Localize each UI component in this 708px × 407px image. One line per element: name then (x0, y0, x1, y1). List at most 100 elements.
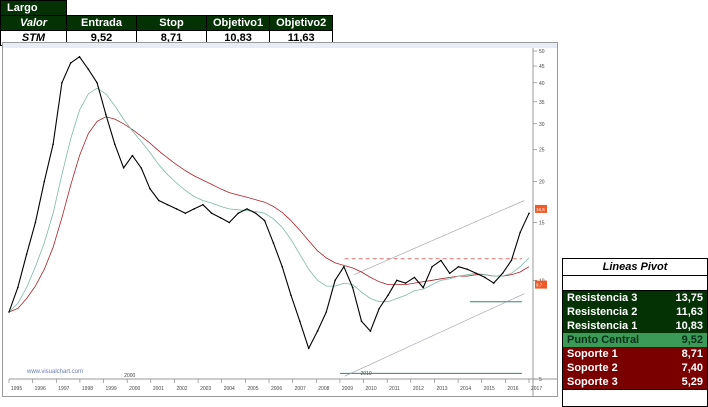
channel-upper (353, 200, 525, 275)
price-point (114, 143, 116, 145)
y-tick-label: 25 (539, 148, 545, 154)
col-entrada: Entrada (66, 15, 137, 31)
price-point (457, 265, 460, 268)
pivot-value: 13,75 (675, 292, 703, 304)
price-point (510, 259, 513, 262)
price-point (237, 212, 239, 215)
price-point (210, 212, 213, 215)
pivot-value: 9,52 (681, 334, 703, 346)
x-tick-label: 2006 (271, 386, 282, 392)
price-point (484, 276, 486, 279)
x-tick-label: 1999 (106, 386, 117, 392)
price-point (431, 265, 433, 268)
pivot-row-resistencia-2: Resistencia 2 11,63 (563, 305, 707, 319)
x-tick-label: 1998 (82, 386, 93, 392)
pivot-value: 11,63 (676, 306, 703, 318)
price-point (184, 212, 187, 215)
price-point (307, 347, 310, 350)
pivot-footer (563, 389, 707, 406)
price-point (466, 268, 469, 271)
price-tag (535, 204, 547, 213)
price-point (246, 208, 248, 210)
y-tick-label: 20 (539, 180, 545, 186)
price-point (440, 259, 442, 262)
price-point (501, 272, 504, 275)
pivot-value: 8,71 (681, 348, 703, 360)
ma-short-series (8, 87, 530, 313)
year-note: 2000 (124, 373, 135, 379)
price-point (281, 265, 284, 268)
col-objetivo1: Objetivo1 (205, 15, 271, 31)
x-tick-label: 2009 (342, 386, 353, 392)
trade-table: Largo Valor Entrada Stop Objetivo1 Objet… (0, 0, 334, 46)
price-point (166, 203, 169, 206)
price-point (422, 286, 425, 289)
price-point (8, 311, 10, 313)
price-chart[interactable]: 1995 1996 1997 1998 1999 2000 2001 2002 2003 2004… (2, 42, 558, 397)
x-tick-label: 2001 (153, 386, 164, 392)
x-tick-label: 1997 (58, 386, 69, 392)
watermark: www.visualchart.com (26, 369, 83, 375)
price-point (61, 82, 63, 84)
price-point (43, 180, 46, 183)
pivot-value: 10,83 (675, 320, 703, 332)
x-tick-label: 2011 (389, 386, 400, 392)
price-point (343, 265, 345, 268)
pivot-title: Lineas Pivot (563, 259, 707, 276)
pivot-row-soporte-1: Soporte 1 8,71 (563, 347, 707, 361)
price-series (8, 56, 530, 349)
x-tick-label: 1995 (11, 386, 22, 392)
pivot-value: 5,29 (681, 376, 703, 388)
pivot-row-resistencia-1: Resistencia 1 10,83 (563, 319, 707, 333)
price-point (25, 253, 28, 256)
price-point (149, 188, 151, 190)
price-point (193, 208, 195, 210)
price-point (299, 320, 301, 323)
col-valor: Valor (0, 15, 67, 31)
pivot-row-resistencia-3: Resistencia 3 13,75 (563, 291, 707, 305)
price-point (290, 294, 292, 297)
price-point (334, 279, 336, 282)
x-tick-label: 2007 (295, 386, 306, 392)
x-tick-label: 1996 (35, 386, 46, 392)
price-point (122, 167, 125, 169)
col-stop: Stop (136, 15, 207, 31)
x-tick-label: 2016 (507, 386, 518, 392)
pivot-label: Soporte 2 (567, 362, 618, 374)
price-point (87, 68, 90, 70)
price-point (475, 272, 477, 275)
price-point (272, 242, 275, 244)
price-point (105, 113, 107, 116)
x-tick-label: 2004 (224, 386, 235, 392)
pivot-label: Resistencia 2 (567, 306, 638, 318)
price-point (448, 272, 451, 275)
price-point (131, 154, 134, 157)
pivot-label: Soporte 3 (567, 376, 618, 388)
price-point (378, 307, 381, 310)
channel-lower (344, 293, 525, 377)
price-point (519, 231, 521, 234)
x-tick-label: 2012 (413, 386, 424, 392)
price-tag (535, 280, 547, 289)
pivot-spacer (563, 276, 707, 291)
pivot-label: Soporte 1 (567, 348, 618, 360)
pivot-label: Resistencia 3 (567, 292, 638, 304)
price-point (351, 286, 354, 289)
price-point (202, 203, 204, 206)
price-point (78, 56, 81, 58)
y-tick-label: 15 (539, 221, 545, 227)
y-tick-label: 30 (539, 122, 545, 128)
x-tick-label: 2014 (460, 386, 471, 392)
y-tick-label: 35 (539, 100, 545, 106)
price-point (316, 330, 319, 332)
price-point (140, 167, 142, 169)
ma-long-series (8, 116, 530, 313)
x-tick-label: 2008 (318, 386, 329, 392)
x-tick-label: 2003 (200, 386, 211, 392)
price-point (263, 219, 266, 222)
price-point (96, 82, 98, 84)
price-point (528, 212, 530, 215)
x-tick-label: 2005 (247, 386, 258, 392)
price-tag-label: 16,5 (536, 207, 545, 212)
price-point (69, 62, 72, 64)
